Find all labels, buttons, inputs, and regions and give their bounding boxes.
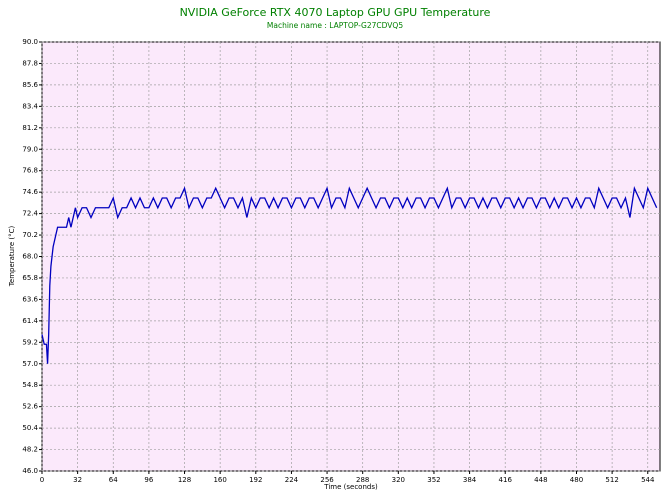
- x-tick-label: 0: [40, 476, 44, 484]
- y-tick-label: 70.2: [22, 231, 38, 239]
- y-tick-label: 48.2: [22, 446, 38, 454]
- y-tick-label: 46.0: [22, 467, 38, 475]
- x-tick-label: 288: [356, 476, 369, 484]
- x-tick-label: 544: [641, 476, 655, 484]
- y-tick-label: 76.8: [22, 167, 38, 175]
- x-tick-label: 128: [178, 476, 191, 484]
- y-tick-label: 87.8: [22, 59, 38, 67]
- x-tick-label: 448: [534, 476, 547, 484]
- chart-title: NVIDIA GeForce RTX 4070 Laptop GPU GPU T…: [180, 6, 491, 19]
- y-tick-label: 81.2: [22, 124, 38, 132]
- y-tick-label: 63.6: [22, 295, 38, 303]
- x-tick-label: 352: [427, 476, 440, 484]
- y-tick-label: 79.0: [22, 145, 38, 153]
- x-axis-label: Time (seconds): [323, 483, 378, 491]
- x-tick-label: 192: [249, 476, 262, 484]
- y-tick-label: 61.4: [22, 317, 38, 325]
- chart-subtitle: Machine name : LAPTOP-G27CDVQ5: [267, 21, 403, 30]
- x-tick-label: 480: [570, 476, 583, 484]
- x-tick-label: 256: [320, 476, 334, 484]
- x-tick-label: 32: [73, 476, 82, 484]
- x-tick-label: 96: [144, 476, 153, 484]
- y-tick-label: 68.0: [22, 253, 38, 261]
- x-tick-label: 224: [285, 476, 299, 484]
- y-axis-label: Temperature (°C): [8, 226, 16, 288]
- y-tick-label: 90.0: [22, 38, 38, 46]
- y-tick-label: 72.4: [22, 210, 38, 218]
- x-tick-label: 416: [499, 476, 513, 484]
- y-tick-label: 59.2: [22, 338, 38, 346]
- temperature-line: [41, 185, 658, 364]
- y-tick-label: 83.4: [22, 102, 38, 110]
- x-tick-label: 384: [463, 476, 477, 484]
- y-tick-label: 52.6: [22, 403, 38, 411]
- x-tick-label: 512: [605, 476, 618, 484]
- y-tick-label: 54.8: [22, 381, 38, 389]
- y-tick-label: 74.6: [22, 188, 38, 196]
- y-tick-label: 57.0: [22, 360, 38, 368]
- x-tick-label: 320: [392, 476, 405, 484]
- y-tick-label: 85.6: [22, 81, 38, 89]
- y-tick-label: 65.8: [22, 274, 38, 282]
- y-tick-label: 50.4: [22, 424, 38, 432]
- x-tick-label: 160: [213, 476, 226, 484]
- x-tick-label: 64: [109, 476, 118, 484]
